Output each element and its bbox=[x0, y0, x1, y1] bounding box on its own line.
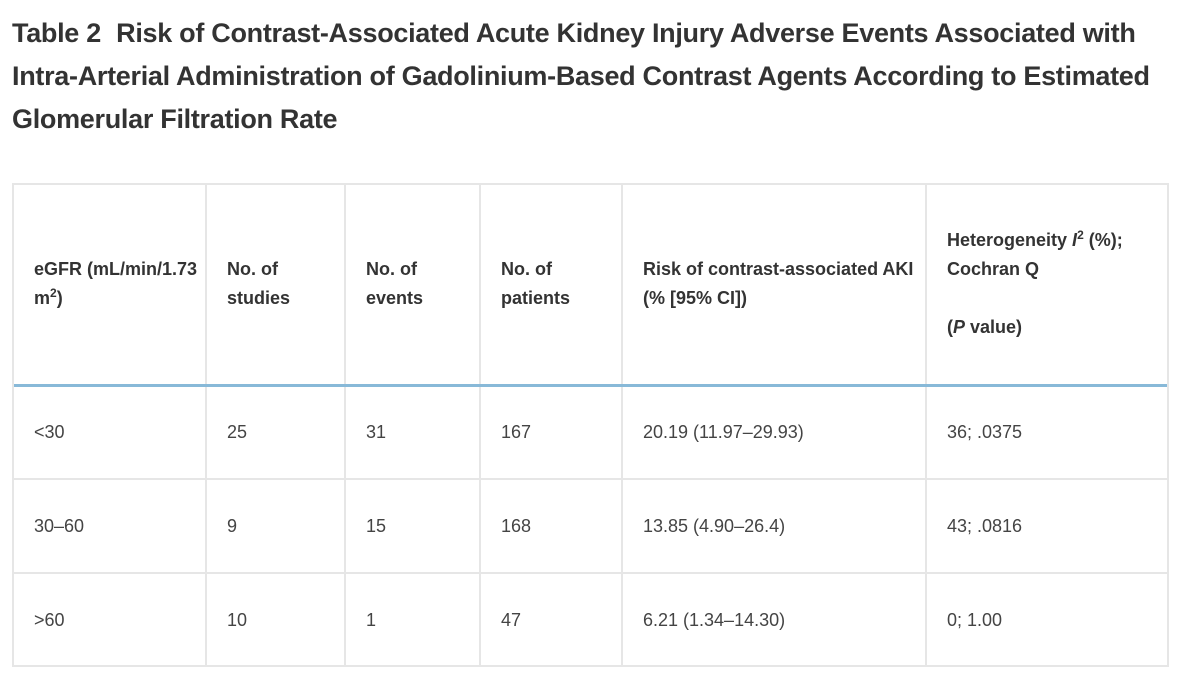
header-heterogeneity: Heterogeneity I2 (%); Cochran Q (P value… bbox=[926, 185, 1167, 387]
cell-heterogeneity: 0; 1.00 bbox=[926, 572, 1167, 667]
cell-heterogeneity: 36; .0375 bbox=[947, 421, 1023, 442]
header-row: eGFR (mL/min/1.73 m2) No. of studies No.… bbox=[14, 185, 1167, 387]
table-header: eGFR (mL/min/1.73 m2) No. of studies No.… bbox=[14, 185, 1167, 387]
cell-egfr: >60 bbox=[14, 572, 207, 667]
cell-risk: 20.19 (11.97–29.93) bbox=[622, 385, 927, 479]
cell-studies: 9 bbox=[206, 478, 346, 573]
table-row: >60 10 1 47 6.21 (1.34–14.30) 0; 1.00 bbox=[14, 572, 1167, 667]
header-studies: No. of studies bbox=[206, 185, 346, 387]
cell-patients: 47 bbox=[480, 572, 623, 667]
cell-studies: 10 bbox=[206, 572, 346, 667]
cell-patients: 168 bbox=[480, 478, 623, 573]
cell-egfr: <30 bbox=[14, 385, 207, 479]
data-table: eGFR (mL/min/1.73 m2) No. of studies No.… bbox=[14, 185, 1167, 667]
header-patients: No. of patients bbox=[480, 185, 623, 387]
header-events: No. of events bbox=[345, 185, 481, 387]
cell-risk: 6.21 (1.34–14.30) bbox=[622, 572, 927, 667]
cell-events: 31 bbox=[345, 385, 481, 479]
cell-studies: 25 bbox=[206, 385, 346, 479]
table-body: <30 25 31 167 20.19 (11.97–29.93) 36; .0… bbox=[14, 385, 1167, 667]
cell-heterogeneity: 43; .0816 bbox=[926, 478, 1167, 573]
cell-risk: 13.85 (4.90–26.4) bbox=[622, 478, 927, 573]
table-row: 30–60 9 15 168 13.85 (4.90–26.4) 43; .08… bbox=[14, 478, 1167, 573]
header-risk: Risk of contrast-associated AKI (% [95% … bbox=[622, 185, 927, 387]
cell-events: 1 bbox=[345, 572, 481, 667]
cell-patients: 167 bbox=[480, 385, 623, 479]
table-label: Table 2 bbox=[12, 18, 101, 48]
data-table-container: eGFR (mL/min/1.73 m2) No. of studies No.… bbox=[12, 183, 1169, 667]
header-egfr: eGFR (mL/min/1.73 m2) bbox=[14, 185, 207, 387]
table-title: Risk of Contrast-Associated Acute Kidney… bbox=[12, 18, 1150, 134]
cell-events: 15 bbox=[345, 478, 481, 573]
cell-egfr: 30–60 bbox=[14, 478, 207, 573]
table-caption: Table 2 Risk of Contrast-Associated Acut… bbox=[12, 12, 1182, 141]
table-row: <30 25 31 167 20.19 (11.97–29.93) 36; .0… bbox=[14, 385, 1167, 479]
